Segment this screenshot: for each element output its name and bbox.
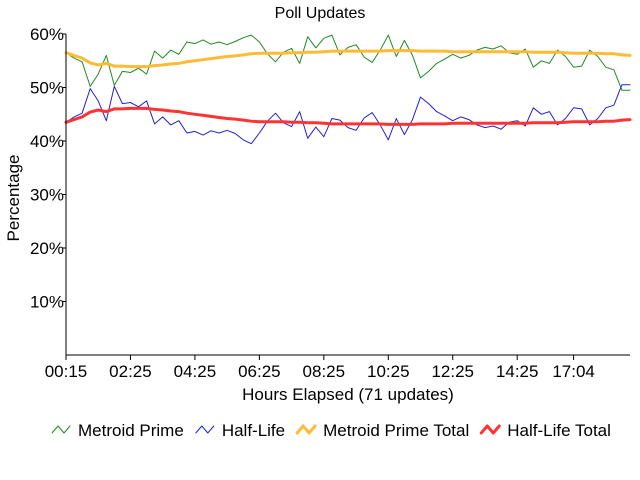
legend-item-metroid-prime: Metroid Prime	[51, 421, 184, 440]
x-tick-label: 04:25	[174, 362, 217, 381]
x-tick-label: 08:25	[303, 362, 346, 381]
chart-title: Poll Updates	[275, 5, 366, 22]
y-tick-label: 50%	[30, 79, 64, 98]
y-tick-label: 60%	[30, 25, 64, 44]
legend-item-metroid-prime-total: Metroid Prime Total	[295, 421, 469, 440]
legend-swatch-icon	[195, 425, 215, 434]
legend: Metroid Prime Half-Life Metroid Prime Tota…	[51, 421, 611, 440]
y-axis-label: Percentage	[4, 155, 23, 242]
legend-swatch-icon	[51, 425, 71, 434]
legend-label: Half-Life Total	[507, 421, 611, 440]
legend-label: Metroid Prime Total	[323, 421, 469, 440]
x-tick-label: 10:25	[367, 362, 410, 381]
series-line-metroid-prime-total	[64, 49, 632, 69]
y-tick-label: 30%	[30, 186, 64, 205]
x-tick-label: 12:25	[431, 362, 474, 381]
series-line-half-life	[65, 84, 631, 145]
legend-swatch-icon	[295, 424, 317, 435]
y-tick-label: 40%	[30, 132, 64, 151]
series-layer	[64, 34, 632, 145]
series-line-metroid-prime	[65, 34, 631, 91]
legend-label: Half-Life	[222, 421, 285, 440]
x-tick-label: 17:04	[552, 362, 595, 381]
x-tick-label: 02:25	[109, 362, 152, 381]
axes-layer: 10% 20% 30% 40% 50% 60% 00:15 02:25 04:25 06:25 08…	[30, 25, 630, 381]
y-tick-label: 10%	[30, 293, 64, 312]
x-tick-label: 14:25	[496, 362, 539, 381]
legend-item-half-life: Half-Life	[195, 421, 285, 440]
series-line-half-life-total	[64, 106, 632, 126]
legend-label: Metroid Prime	[78, 421, 184, 440]
legend-item-half-life-total: Half-Life Total	[479, 421, 611, 440]
x-tick-label: 06:25	[238, 362, 281, 381]
x-axis-label: Hours Elapsed (71 updates)	[242, 385, 454, 404]
x-tick-label: 00:15	[45, 362, 88, 381]
y-tick-label: 20%	[30, 239, 64, 258]
legend-swatch-icon	[479, 424, 501, 435]
